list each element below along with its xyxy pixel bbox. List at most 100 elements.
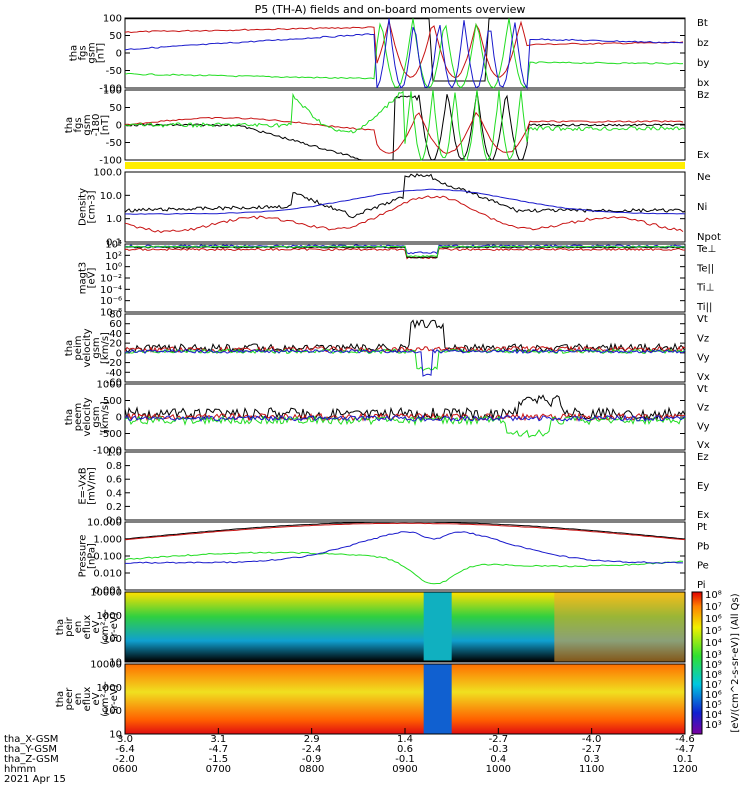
y-tick-label: 100 <box>103 634 122 645</box>
axis-row-value: -6.4 <box>115 744 135 755</box>
b-trace <box>124 91 686 161</box>
bt-line <box>125 18 685 82</box>
axis-row-value: -4.6 <box>675 734 695 745</box>
axis-row-value: 0700 <box>206 764 231 775</box>
y-tick-label: 10⁻⁶ <box>100 296 122 307</box>
y-tick-label: -100 <box>99 156 122 167</box>
y-tick-label: 0.0 <box>106 516 122 527</box>
y-axis-label: peer <box>64 687 75 711</box>
y-tick-label: 20 <box>109 339 122 350</box>
axis-row-value: 0.3 <box>584 754 600 765</box>
bz-line <box>124 111 684 154</box>
legend-Pi: Pi <box>697 580 706 591</box>
y-tick-label: 0.010 <box>93 569 122 580</box>
ti-par-line <box>124 245 686 258</box>
vx-line <box>124 414 686 422</box>
date-label: 2021 Apr 15 <box>4 774 66 785</box>
y-tick-label: 0.4 <box>106 488 122 499</box>
y-tick-label: -50 <box>106 66 122 77</box>
y-tick-label: 0 <box>116 121 122 132</box>
y-tick-label: 0 <box>116 348 122 359</box>
y-axis-label: gsm <box>91 406 102 427</box>
y-tick-label: 40 <box>109 329 122 340</box>
y-axis-label: (cm²-s- <box>100 609 111 645</box>
panels: 100500-50-100thafgsgsm[nT]Btbzbybx100500… <box>55 14 721 741</box>
pi-line <box>125 531 684 564</box>
legend-Pb: Pb <box>697 541 709 552</box>
y-tick-label: 100 <box>103 706 122 717</box>
y-axis-label: [mV/m] <box>87 467 98 505</box>
y-axis-label: peim <box>73 335 84 360</box>
axis-row-label: tha_X-GSM <box>4 734 58 745</box>
by-line <box>124 18 684 89</box>
panel-5-traces <box>124 319 686 377</box>
axis-row-label: tha_Y-GSM <box>4 744 57 755</box>
y-tick-label: 60 <box>109 319 122 330</box>
y-axis-label: gsm <box>87 42 98 63</box>
y-axis-label: fgs <box>78 45 89 60</box>
y-tick-label: 0 <box>116 413 122 424</box>
legend-Vz: Vz <box>697 333 709 344</box>
legend-Vz: Vz <box>697 403 709 414</box>
y-axis-label: [eV] <box>87 268 98 289</box>
axis-row-value: -2.7 <box>582 744 602 755</box>
y-tick-label: 0.001 <box>93 586 122 597</box>
colorbar-bar <box>691 591 703 735</box>
y-tick-label: -50 <box>106 138 122 149</box>
axis-row-value: 3.0 <box>117 734 133 745</box>
npot-line <box>124 188 686 215</box>
axis-row-value: 3.1 <box>210 734 226 745</box>
pb-line <box>124 522 686 541</box>
y-axis-label: gsm <box>91 337 102 358</box>
y-axis-label: [nT] <box>100 115 111 135</box>
panel-6-traces <box>124 394 686 438</box>
axis-row-value: 0.1 <box>677 754 693 765</box>
y-axis-label: [nPa] <box>87 543 98 569</box>
axis-row-value: 0.4 <box>490 754 506 765</box>
y-tick-label: 10000 <box>90 660 122 671</box>
legend-Ti||: Ti|| <box>696 302 712 313</box>
colorbar-tick: 10⁴ <box>705 710 722 721</box>
peer-band <box>423 664 452 734</box>
panel-6: 1000 500 0 -500 -1000 thapeemvelocitygsm[km/s… <box>64 380 710 457</box>
colorbar: 10⁸10⁷10⁶10⁵10⁴10³10⁹10⁸10⁷10⁶10⁵10⁴10³[… <box>691 590 741 735</box>
y-tick-label: -1000 <box>93 446 122 457</box>
axis-row-value: -0.9 <box>302 754 322 765</box>
legend-bz: bz <box>697 38 709 49</box>
y-tick-label: 0.1 <box>106 238 122 249</box>
y-tick-label: 1000 <box>97 683 122 694</box>
legend-Vx: Vx <box>697 372 710 383</box>
axis-row-value: -2.7 <box>489 734 509 745</box>
vx-line <box>124 348 686 377</box>
bx-line <box>124 18 684 90</box>
y-tick-label: 10⁻⁴ <box>100 285 122 296</box>
y-tick-label: 100.0 <box>93 168 122 179</box>
y-tick-label: 1000 <box>97 611 122 622</box>
y-axis-label: tha <box>64 340 75 356</box>
panel-8: 10.000 1.000 0.100 0.010 0.001 Pressure[nPa] P… <box>78 518 710 597</box>
y-axis-label: tha <box>64 117 75 133</box>
legend-Vt: Vt <box>697 384 708 395</box>
te-perp-line <box>124 247 686 260</box>
y-axis-label: peir <box>64 616 75 636</box>
bz-line <box>124 20 684 79</box>
colorbar-tick: 10⁸ <box>705 590 722 601</box>
legend-Te⊥: Te⊥ <box>696 244 716 255</box>
y-axis-label: -180 <box>91 114 102 137</box>
y-axis-label: en <box>73 693 84 706</box>
axis-row-label: hhmm <box>4 764 36 775</box>
panel-frame <box>124 171 686 243</box>
legend-Vx: Vx <box>697 440 710 451</box>
y-axis-label: E=-VxB <box>78 467 89 504</box>
panel-frame <box>124 243 686 313</box>
y-axis-label: [nT] <box>96 43 107 63</box>
y-axis-label: tha <box>55 619 66 635</box>
panel-8-traces <box>124 521 686 585</box>
pe-line <box>124 551 684 585</box>
legend-Vt: Vt <box>697 314 708 325</box>
y-tick-label: 1000 <box>97 380 122 391</box>
ex-line <box>124 89 686 161</box>
y-tick-label: 50 <box>109 103 122 114</box>
